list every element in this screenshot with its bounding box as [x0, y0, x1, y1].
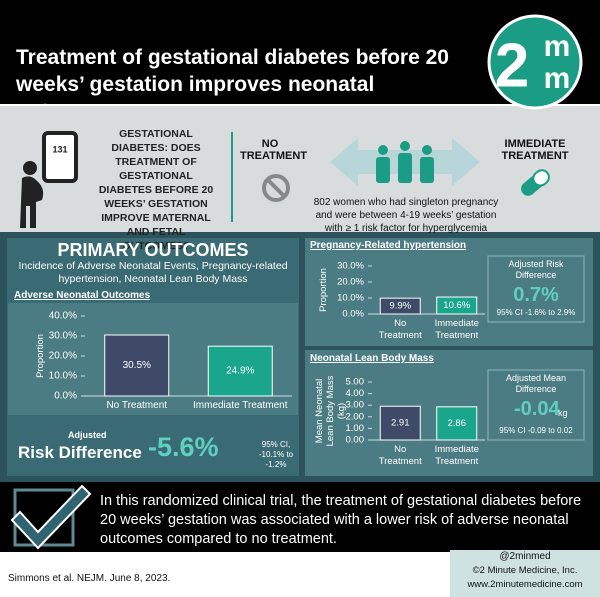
x-tick-label: No Treatment: [378, 318, 422, 341]
question-band: [0, 106, 600, 232]
y-tick-label: 30.0%: [337, 261, 364, 272]
credit-box: [450, 550, 600, 597]
annotation-box: [487, 369, 585, 441]
no-icon: [266, 178, 286, 198]
question: GESTATIONAL DIABETES: DOES TREATMENT OF …: [98, 128, 214, 252]
y-tick-label: 5.00: [346, 377, 365, 388]
annotation-unit: kg: [558, 408, 568, 418]
adjusted-label: Adjusted: [68, 430, 107, 440]
annotation-title: Adjusted Mean Difference: [505, 373, 567, 394]
population: 802 women who had singleton pregnancy an…: [313, 197, 499, 234]
annotation-value: -0.04: [514, 398, 560, 420]
annotation-value: 0.7%: [513, 284, 559, 306]
title: Treatment of gestational diabetes before…: [16, 46, 449, 123]
y-axis-label: Mean Neonatal Lean Body Mass (kg): [313, 375, 347, 447]
bar: [436, 406, 478, 441]
logo-number: 2: [495, 31, 529, 100]
device-icon: [42, 131, 78, 183]
conclusion: In this randomized clinical trial, the t…: [100, 493, 582, 547]
y-tick-label: 0.00: [346, 435, 365, 446]
y-tick-label: 40.0%: [49, 311, 77, 322]
bar: [436, 296, 478, 315]
annotation-ci: 95% CI -1.6% to 2.9%: [496, 308, 576, 317]
x-tick-label: Immediate Treatment: [434, 318, 479, 341]
arm-label: NO TREATMENT: [240, 138, 308, 162]
conclusion-band: [0, 482, 600, 552]
y-tick-label: 30.0%: [49, 331, 77, 342]
logo-letter: m: [544, 30, 571, 63]
arm-label: IMMEDIATE TREATMENT: [501, 138, 569, 162]
person-icon: [23, 161, 37, 175]
copyright: ©2 Minute Medicine, Inc.: [472, 565, 578, 576]
x-tick-label: Immediate Treatment: [434, 444, 479, 467]
y-tick-label: 10.0%: [337, 293, 364, 304]
y-tick-label: 10.0%: [49, 371, 77, 382]
value-label: 9.9%: [389, 301, 411, 312]
x-tick-label: No Treatment: [378, 444, 422, 467]
annotation-ci: 95% CI -0.09 to 0.02: [499, 426, 573, 435]
no-icon: [262, 174, 290, 202]
pregnant-icon: [20, 176, 44, 228]
y-tick-label: 4.00: [346, 388, 365, 399]
people-icon: [376, 141, 434, 183]
y-tick-label: 20.0%: [49, 351, 77, 362]
y-tick-label: 1.00: [346, 423, 365, 434]
handle: @2minmed: [499, 551, 551, 562]
chart-title: Pregnancy-Related hypertension: [310, 240, 467, 251]
value-label: 2.91: [391, 418, 410, 429]
measure-label: Risk Difference: [18, 443, 142, 462]
y-axis-label: Proportion: [34, 334, 46, 378]
y-tick-label: 3.00: [346, 400, 365, 411]
logo-circle: [487, 14, 583, 110]
device-reading: 131: [52, 144, 67, 154]
bar: [379, 297, 421, 315]
y-tick-label: 0.0%: [342, 309, 364, 320]
annotation-title: Adjusted Risk Difference: [508, 259, 564, 280]
y-tick-label: 2.00: [346, 411, 365, 422]
bar: [379, 405, 421, 441]
chart-title: Neonatal Lean Body Mass: [310, 353, 434, 364]
effect-ci: 95% CI, -10.1% to -1.2%: [258, 440, 294, 469]
bar: [207, 345, 273, 397]
logo-letter: m: [544, 62, 571, 95]
value-label: 24.9%: [226, 366, 254, 377]
section-subtitle: Incidence of Adverse Neonatal Events, Pr…: [18, 260, 288, 285]
x-tick-label: No Treatment: [106, 400, 168, 411]
bar: [104, 334, 170, 397]
check-icon: [10, 484, 92, 550]
annotation-box: [487, 255, 585, 323]
chart-title: Adverse Neonatal Outcomes: [14, 290, 151, 301]
value-label: 10.6%: [443, 300, 470, 311]
citation: Simmons et al. NEJM. June 8, 2023.: [8, 573, 171, 584]
website: www.2minutemedicine.com: [467, 579, 583, 590]
effect-value: -5.6%: [148, 432, 219, 462]
value-label: 2.86: [448, 418, 467, 429]
y-tick-label: 20.0%: [337, 277, 364, 288]
x-tick-label: Immediate Treatment: [193, 400, 288, 411]
section-title: PRIMARY OUTCOMES: [57, 240, 249, 260]
y-tick-label: 0.0%: [54, 391, 77, 402]
pill-icon: [521, 169, 550, 196]
y-axis-label: Proportion: [317, 268, 329, 312]
value-label: 30.5%: [123, 360, 151, 371]
